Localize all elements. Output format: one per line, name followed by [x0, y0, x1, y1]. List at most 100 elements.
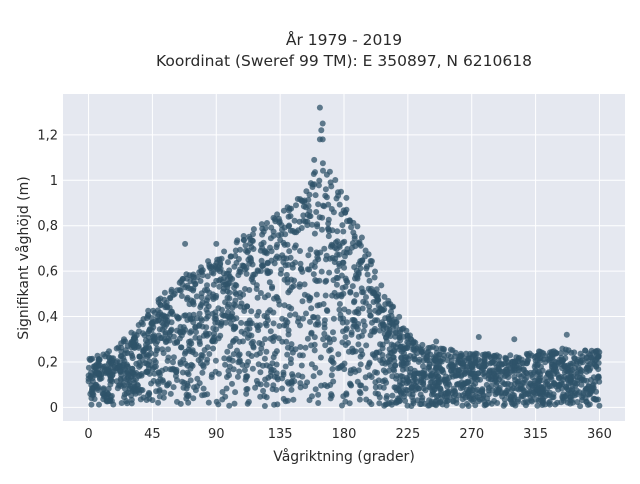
- data-point: [190, 395, 197, 402]
- data-point: [219, 311, 226, 318]
- data-point: [300, 315, 306, 322]
- data-point: [179, 281, 186, 288]
- data-point: [485, 372, 492, 378]
- data-point: [501, 396, 508, 403]
- data-point: [298, 362, 305, 369]
- data-point: [333, 281, 340, 288]
- data-point: [258, 262, 265, 269]
- data-point: [392, 362, 399, 369]
- data-point: [140, 394, 147, 401]
- data-point: [469, 351, 476, 358]
- data-point: [432, 356, 439, 363]
- data-point: [326, 269, 333, 276]
- data-point: [318, 127, 325, 134]
- data-point: [245, 350, 252, 357]
- data-point: [340, 328, 346, 335]
- data-point: [201, 287, 208, 294]
- data-point: [507, 352, 514, 359]
- data-point: [199, 352, 206, 359]
- data-point: [276, 323, 283, 329]
- data-point: [170, 333, 177, 340]
- data-point: [192, 280, 199, 287]
- data-point: [348, 382, 355, 389]
- data-point: [111, 368, 118, 375]
- data-point: [339, 319, 346, 326]
- data-point: [243, 386, 250, 393]
- data-point: [366, 308, 373, 315]
- data-point: [419, 394, 426, 401]
- data-point: [278, 266, 285, 273]
- data-point: [306, 295, 313, 302]
- data-point: [261, 313, 268, 319]
- data-point: [567, 363, 574, 369]
- data-point: [117, 368, 124, 375]
- data-point: [285, 331, 292, 338]
- data-point: [288, 341, 295, 348]
- data-point: [319, 226, 325, 233]
- data-point: [386, 346, 393, 353]
- data-point: [261, 403, 268, 409]
- data-point: [552, 401, 559, 408]
- y-tick-label: 0,8: [37, 219, 58, 234]
- data-point: [178, 293, 185, 299]
- data-point: [140, 316, 147, 322]
- data-point: [213, 398, 220, 405]
- data-point: [312, 169, 318, 176]
- data-point: [199, 299, 206, 306]
- data-point: [326, 347, 333, 354]
- data-point: [212, 357, 219, 364]
- data-point: [339, 402, 345, 409]
- data-point: [358, 347, 365, 354]
- data-point: [125, 381, 132, 388]
- data-point: [260, 239, 267, 246]
- data-point: [518, 382, 524, 389]
- data-point: [562, 349, 569, 356]
- data-point: [264, 220, 270, 226]
- data-point: [478, 358, 485, 365]
- data-point: [268, 224, 275, 231]
- data-point: [222, 361, 229, 368]
- data-point: [238, 319, 245, 326]
- data-point: [502, 381, 509, 388]
- data-point: [190, 287, 197, 294]
- data-point: [308, 329, 315, 336]
- data-point: [445, 352, 452, 358]
- data-point: [428, 391, 435, 398]
- data-point: [413, 378, 420, 385]
- data-point: [189, 347, 196, 354]
- data-point: [291, 277, 298, 284]
- data-point: [583, 366, 590, 372]
- data-point: [312, 321, 319, 328]
- data-point: [546, 398, 553, 405]
- data-point: [583, 354, 590, 361]
- data-point: [551, 363, 558, 370]
- data-point: [290, 396, 297, 403]
- data-point: [424, 349, 431, 356]
- data-point: [271, 333, 278, 340]
- data-point: [242, 242, 249, 249]
- data-point: [346, 249, 353, 256]
- data-point: [164, 357, 171, 364]
- data-point: [357, 361, 364, 368]
- data-point: [190, 298, 197, 305]
- data-point: [296, 352, 303, 359]
- data-point: [243, 265, 250, 272]
- data-point: [311, 334, 318, 341]
- data-point: [162, 366, 169, 372]
- data-point: [257, 369, 264, 376]
- data-point: [183, 271, 190, 278]
- x-tick-label: 45: [144, 427, 161, 442]
- data-point: [204, 356, 211, 363]
- data-point: [330, 360, 337, 366]
- data-point: [199, 369, 206, 376]
- data-point: [371, 290, 378, 297]
- data-point: [323, 277, 330, 284]
- data-point: [156, 369, 163, 376]
- data-point: [390, 342, 397, 349]
- data-point: [204, 273, 211, 280]
- data-point: [291, 217, 298, 224]
- data-point: [258, 221, 265, 228]
- data-point: [292, 311, 299, 318]
- data-point: [361, 322, 368, 329]
- data-point: [323, 307, 330, 314]
